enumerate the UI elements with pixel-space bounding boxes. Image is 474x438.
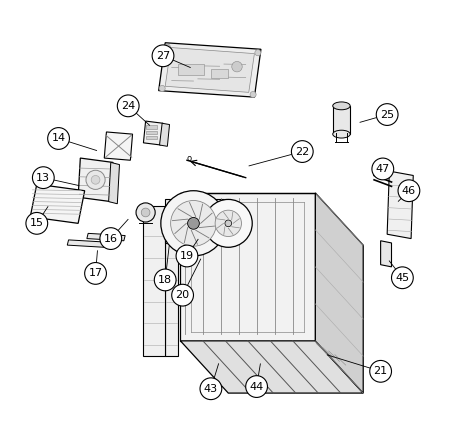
Circle shape: [136, 203, 155, 222]
Circle shape: [172, 284, 193, 306]
Circle shape: [232, 61, 242, 72]
Polygon shape: [165, 47, 255, 92]
Polygon shape: [104, 132, 133, 160]
Polygon shape: [30, 184, 85, 223]
Circle shape: [398, 180, 420, 201]
Bar: [178, 64, 204, 75]
Circle shape: [161, 191, 226, 256]
Polygon shape: [144, 121, 163, 145]
Text: 18: 18: [158, 275, 172, 285]
Bar: [211, 69, 228, 78]
Ellipse shape: [333, 102, 350, 110]
Text: 45: 45: [395, 273, 410, 283]
Polygon shape: [160, 123, 170, 146]
Text: 19: 19: [180, 251, 194, 261]
Circle shape: [200, 378, 222, 399]
Text: 27: 27: [156, 51, 170, 61]
Circle shape: [86, 170, 105, 189]
Circle shape: [204, 199, 252, 247]
Text: 14: 14: [52, 134, 65, 144]
Circle shape: [176, 245, 198, 267]
Text: 21: 21: [374, 366, 388, 376]
Text: 25: 25: [380, 110, 394, 120]
Polygon shape: [159, 43, 261, 97]
Circle shape: [292, 141, 313, 162]
Polygon shape: [381, 241, 392, 267]
Circle shape: [246, 376, 267, 397]
Circle shape: [155, 269, 176, 291]
Circle shape: [159, 85, 165, 92]
Circle shape: [100, 228, 122, 250]
Circle shape: [85, 262, 107, 284]
Circle shape: [215, 210, 241, 237]
Text: 15: 15: [30, 219, 44, 228]
Polygon shape: [165, 199, 224, 243]
Text: 22: 22: [295, 147, 310, 156]
Circle shape: [255, 49, 261, 56]
Circle shape: [32, 167, 54, 188]
Text: 44: 44: [249, 381, 264, 392]
Bar: [333, 106, 350, 134]
Circle shape: [141, 208, 150, 217]
Polygon shape: [67, 240, 106, 247]
Circle shape: [91, 176, 100, 184]
Circle shape: [392, 267, 413, 289]
Polygon shape: [87, 233, 125, 241]
Polygon shape: [387, 171, 413, 239]
Circle shape: [117, 95, 139, 117]
Text: 24: 24: [121, 101, 135, 111]
Polygon shape: [78, 158, 113, 201]
Circle shape: [370, 360, 392, 382]
Circle shape: [250, 92, 256, 98]
Text: 20: 20: [175, 290, 190, 300]
Text: 43: 43: [204, 384, 218, 394]
Circle shape: [48, 127, 69, 149]
Circle shape: [152, 45, 174, 67]
Circle shape: [188, 218, 200, 229]
Circle shape: [376, 104, 398, 125]
Circle shape: [171, 201, 216, 246]
Polygon shape: [109, 162, 119, 204]
Text: 47: 47: [376, 164, 390, 174]
Text: 16: 16: [104, 233, 118, 244]
Polygon shape: [181, 193, 315, 341]
Text: 13: 13: [36, 173, 50, 183]
Text: o: o: [187, 154, 191, 162]
Bar: [146, 125, 157, 129]
Circle shape: [26, 212, 48, 234]
Circle shape: [372, 158, 394, 180]
Polygon shape: [315, 193, 363, 393]
Circle shape: [164, 44, 171, 50]
Polygon shape: [165, 206, 178, 356]
Text: 17: 17: [89, 268, 102, 279]
Bar: [146, 131, 157, 134]
Polygon shape: [181, 341, 363, 393]
Text: 46: 46: [402, 186, 416, 196]
Polygon shape: [143, 206, 165, 356]
Circle shape: [225, 220, 232, 227]
Ellipse shape: [333, 130, 350, 138]
Bar: [146, 136, 157, 139]
